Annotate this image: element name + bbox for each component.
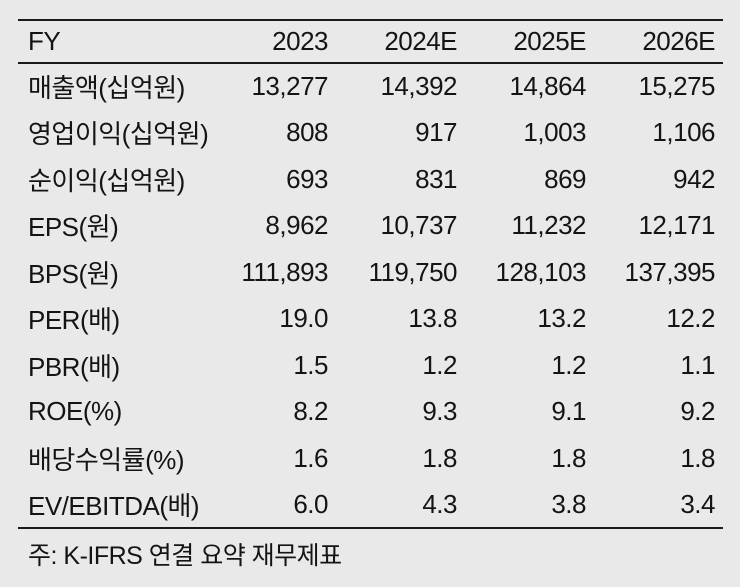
cell-value: 8,962 — [265, 210, 328, 241]
cell-value: 1.6 — [293, 442, 328, 473]
financial-summary-table: FY 2023 2024E 2025E 2026E 매출액(십억원) 13,27… — [18, 19, 723, 529]
table-row-bps: BPS(원) 111,893 119,750 128,103 137,395 — [18, 249, 723, 296]
cell-value: 1.2 — [551, 349, 586, 380]
cell-value: 128,103 — [495, 256, 587, 287]
row-label: ROE(%) — [28, 396, 122, 427]
cell-value: 1.1 — [680, 349, 715, 380]
cell-value: 808 — [286, 117, 328, 148]
cell-value: 8.2 — [293, 396, 328, 427]
col-header-fy: FY — [28, 26, 61, 56]
cell-value: 11,232 — [511, 210, 586, 241]
table-row-dividend-yield: 배당수익률(%) 1.6 1.8 1.8 1.8 — [18, 435, 723, 482]
cell-value: 4.3 — [422, 488, 457, 519]
cell-value: 3.8 — [551, 488, 586, 519]
table-row-pbr: PBR(배) 1.5 1.2 1.2 1.1 — [18, 342, 723, 389]
row-label: BPS(원) — [28, 258, 119, 289]
row-label: PER(배) — [28, 305, 120, 336]
cell-value: 1.8 — [422, 442, 457, 473]
cell-value: 13,277 — [251, 71, 328, 102]
cell-value: 10,737 — [380, 210, 457, 241]
table-row-per: PER(배) 19.0 13.8 13.2 12.2 — [18, 296, 723, 343]
cell-value: 9.2 — [680, 396, 715, 427]
cell-value: 12.2 — [666, 303, 715, 334]
cell-value: 9.3 — [422, 396, 457, 427]
table-row-net-profit: 순이익(십억원) 693 831 869 942 — [18, 156, 723, 203]
table-row-revenue: 매출액(십억원) 13,277 14,392 14,864 15,275 — [18, 63, 723, 110]
cell-value: 1.8 — [680, 442, 715, 473]
cell-value: 917 — [415, 117, 457, 148]
cell-value: 1.8 — [551, 442, 586, 473]
cell-value: 1,106 — [652, 117, 715, 148]
table-row-ev-ebitda: EV/EBITDA(배) 6.0 4.3 3.8 3.4 — [18, 482, 723, 529]
cell-value: 13.8 — [408, 303, 457, 334]
row-label: 매출액(십억원) — [28, 73, 185, 104]
cell-value: 1,003 — [523, 117, 586, 148]
col-header-2026e: 2026E — [642, 26, 715, 56]
row-label: EPS(원) — [28, 212, 119, 243]
col-header-2024e: 2024E — [384, 26, 457, 56]
cell-value: 13.2 — [537, 303, 586, 334]
row-label: 영업이익(십억원) — [28, 119, 209, 150]
table-row-roe: ROE(%) 8.2 9.3 9.1 9.2 — [18, 389, 723, 436]
cell-value: 1.5 — [293, 349, 328, 380]
row-label: 순이익(십억원) — [28, 165, 185, 196]
row-label: PBR(배) — [28, 351, 120, 382]
cell-value: 12,171 — [638, 210, 715, 241]
cell-value: 831 — [415, 163, 457, 194]
col-header-2025e: 2025E — [513, 26, 586, 56]
cell-value: 942 — [673, 163, 715, 194]
cell-value: 869 — [544, 163, 586, 194]
cell-value: 119,750 — [368, 256, 457, 287]
cell-value: 137,395 — [624, 256, 716, 287]
cell-value: 14,864 — [509, 71, 586, 102]
cell-value: 693 — [286, 163, 328, 194]
table-row-eps: EPS(원) 8,962 10,737 11,232 12,171 — [18, 203, 723, 250]
cell-value: 1.2 — [422, 349, 457, 380]
row-label: 배당수익률(%) — [28, 444, 185, 475]
cell-value: 6.0 — [293, 488, 328, 519]
cell-value: 9.1 — [551, 396, 586, 427]
table-row-operating-profit: 영업이익(십억원) 808 917 1,003 1,106 — [18, 110, 723, 157]
cell-value: 111,893 — [241, 256, 328, 287]
row-label: EV/EBITDA(배) — [28, 490, 200, 521]
col-header-2023: 2023 — [272, 26, 328, 56]
cell-value: 3.4 — [680, 488, 715, 519]
cell-value: 19.0 — [279, 303, 328, 334]
cell-value: 14,392 — [380, 71, 457, 102]
table-footnote: 주: K-IFRS 연결 요약 재무제표 — [28, 542, 342, 570]
cell-value: 15,275 — [638, 71, 715, 102]
table-header-row: FY 2023 2024E 2025E 2026E — [18, 20, 723, 63]
